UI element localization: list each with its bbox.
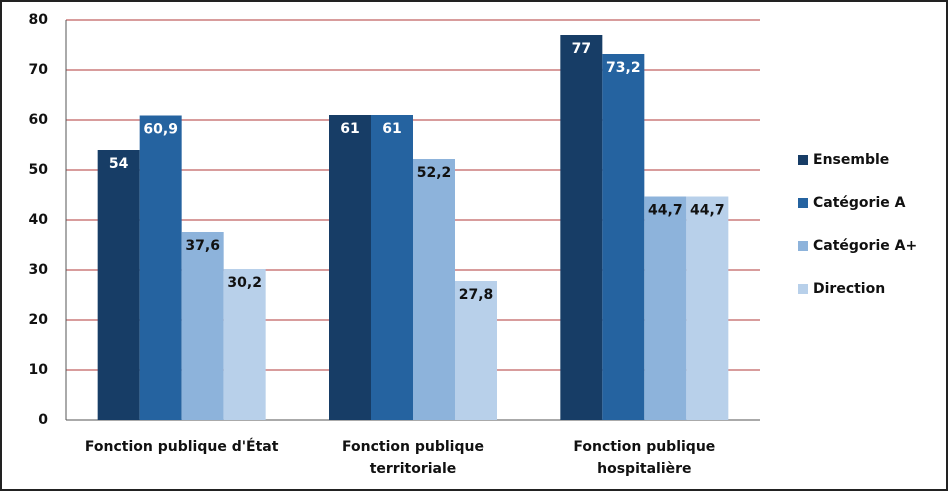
data-label: 27,8	[459, 287, 494, 303]
data-label: 61	[382, 121, 401, 137]
legend-label: Direction	[813, 281, 885, 297]
legend-label: Ensemble	[813, 152, 889, 168]
data-label: 60,9	[143, 122, 178, 138]
y-tick-label: 0	[38, 412, 48, 428]
data-label: 44,7	[648, 203, 683, 219]
y-tick-label: 50	[29, 162, 49, 178]
bar	[371, 115, 413, 420]
data-label: 37,6	[185, 238, 220, 254]
bar	[97, 150, 140, 420]
data-label: 61	[340, 121, 359, 137]
x-tick-label: Fonction publique territoriale	[342, 439, 484, 477]
data-label: 52,2	[417, 165, 452, 181]
bar	[560, 35, 603, 420]
bar	[223, 269, 266, 420]
data-label: 54	[109, 156, 129, 172]
y-tick-label: 20	[29, 312, 49, 328]
bar	[602, 54, 645, 420]
legend-swatch	[798, 155, 808, 165]
data-label: 77	[572, 41, 591, 57]
y-tick-label: 40	[29, 212, 49, 228]
legend-swatch	[798, 284, 808, 294]
y-tick-label: 30	[29, 262, 49, 278]
y-tick-label: 70	[29, 62, 49, 78]
y-tick-label: 10	[29, 362, 49, 378]
x-tick-label: Fonction publique d'État	[84, 439, 279, 455]
data-label: 73,2	[606, 60, 641, 76]
bar	[686, 196, 729, 420]
bar	[329, 115, 371, 420]
legend-label: Catégorie A+	[813, 238, 917, 254]
bar	[455, 281, 497, 420]
y-tick-label: 80	[29, 12, 49, 28]
bar	[413, 159, 455, 420]
data-label: 44,7	[690, 203, 725, 219]
legend-swatch	[798, 198, 808, 208]
bar	[181, 232, 224, 420]
legend-label: Catégorie A	[813, 195, 906, 211]
bar	[644, 196, 687, 420]
data-label: 30,2	[227, 275, 262, 291]
x-tick-label: Fonction publique hospitalière	[573, 439, 716, 477]
bar	[139, 115, 182, 420]
y-tick-label: 60	[29, 112, 49, 128]
legend-swatch	[798, 241, 808, 251]
